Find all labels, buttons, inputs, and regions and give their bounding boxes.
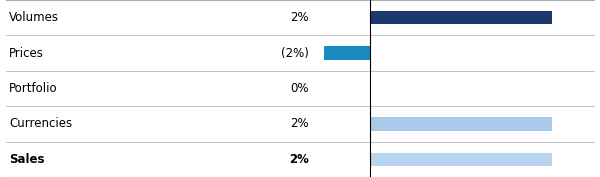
Text: 2%: 2% — [290, 11, 309, 24]
Bar — [370, 153, 551, 166]
Text: Portfolio: Portfolio — [9, 82, 58, 95]
Text: Currencies: Currencies — [9, 117, 72, 130]
Text: 2%: 2% — [290, 117, 309, 130]
Text: 2%: 2% — [289, 153, 309, 166]
Bar — [370, 11, 551, 24]
Text: Prices: Prices — [9, 47, 44, 60]
Bar — [323, 46, 370, 60]
Text: (2%): (2%) — [281, 47, 309, 60]
Text: Sales: Sales — [9, 153, 44, 166]
Bar — [370, 117, 551, 131]
Text: 0%: 0% — [290, 82, 309, 95]
Text: Volumes: Volumes — [9, 11, 59, 24]
